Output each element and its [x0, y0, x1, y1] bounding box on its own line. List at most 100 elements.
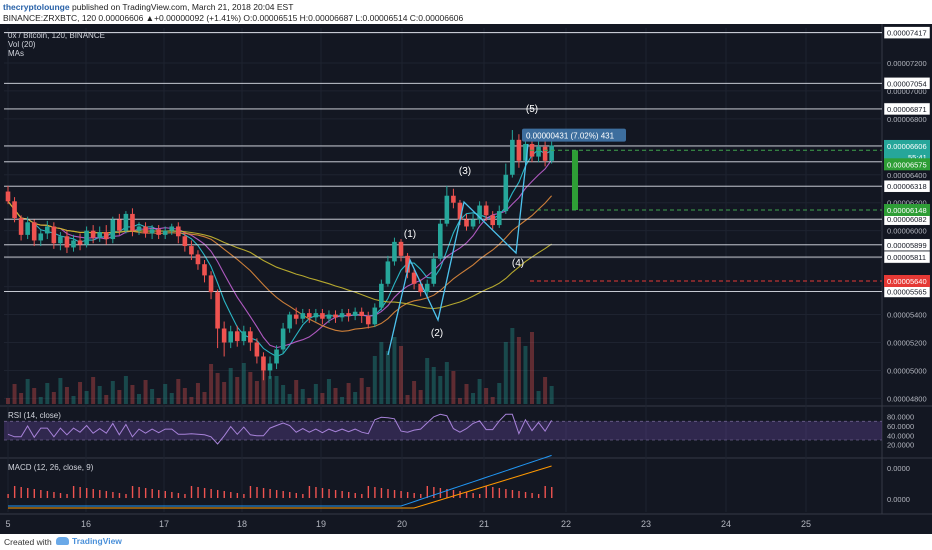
rsi-tick-label: 80.0000 [887, 413, 914, 422]
tradingview-logo[interactable]: TradingView [56, 536, 122, 546]
level-label: 0.00006318 [887, 182, 927, 191]
candle-body [549, 145, 554, 161]
candle-body [103, 232, 109, 240]
x-tick-label: 18 [237, 519, 247, 529]
volume-bar [137, 394, 141, 404]
macd-histogram-bar [151, 489, 153, 498]
candle-body [490, 215, 495, 226]
volume-bar [464, 384, 469, 404]
volume-bar [438, 376, 443, 404]
wave-label: (1) [404, 229, 416, 240]
rsi-panel [4, 408, 882, 456]
macd-histogram-bar [426, 486, 428, 498]
volume-bar [6, 398, 10, 404]
macd-histogram-bar [171, 492, 173, 498]
volume-bar [477, 379, 482, 404]
volume-bar [150, 389, 155, 404]
volume-bar [130, 385, 135, 404]
candle-body [398, 241, 404, 256]
candle-body [38, 233, 44, 241]
price-label-box [884, 203, 930, 216]
macd-histogram-bar [544, 486, 546, 498]
volume-bar [110, 381, 115, 404]
indicator-label: Vol (20) [8, 40, 36, 49]
macd-histogram-bar [374, 487, 376, 498]
volume-bar [169, 393, 174, 404]
macd-histogram-bar [164, 491, 166, 498]
macd-histogram-bar [27, 488, 29, 498]
macd-histogram-bar [40, 490, 42, 498]
candle-body [97, 232, 102, 238]
candle-body [359, 311, 364, 316]
wave-label: (5) [526, 104, 538, 115]
macd-histogram-bar [387, 489, 389, 498]
macd-histogram-bar [289, 492, 291, 498]
price-label-box [884, 274, 930, 287]
candle-body [542, 146, 548, 161]
candle-body [195, 254, 201, 265]
candle-body [12, 201, 17, 219]
candle-body [451, 195, 456, 203]
volume-bar [91, 377, 96, 404]
volume-bar [497, 383, 502, 404]
candle-body [71, 240, 76, 248]
macd-histogram-bar [256, 487, 258, 498]
author-name[interactable]: thecryptolounge [3, 2, 70, 12]
candle-body [516, 139, 522, 161]
candle-body [254, 342, 260, 357]
volume-bar [346, 383, 351, 404]
macd-histogram-bar [334, 490, 337, 498]
volume-bar [418, 390, 423, 404]
volume-bar [405, 395, 410, 404]
macd-histogram-bar [518, 491, 520, 498]
candle-body [352, 311, 358, 316]
candle-body [143, 226, 148, 234]
candle-body [457, 202, 463, 220]
macd-histogram-bar [524, 492, 527, 498]
volume-bar [399, 346, 403, 404]
volume-bar [484, 388, 489, 404]
macd-histogram-bar [190, 486, 193, 498]
candle-body [215, 292, 220, 329]
candle-body [77, 240, 83, 245]
x-tick-label: 21 [479, 519, 489, 529]
volume-bar [64, 387, 69, 404]
y-tick-label: 0.00006000 [887, 227, 927, 236]
volume-bar [254, 381, 259, 404]
candle-body [51, 226, 57, 244]
volume-bar [202, 392, 207, 404]
candle-body [300, 313, 306, 319]
candle-body [280, 328, 286, 350]
volume-bar [195, 383, 200, 404]
candle-body [136, 226, 142, 231]
volume-bar [51, 392, 56, 404]
chart-title: 0x / Bitcoin, 120, BINANCE [8, 31, 105, 40]
volume-bar [19, 393, 24, 404]
volume-bar [431, 367, 436, 404]
volume-bar [274, 376, 279, 404]
volume-bar [163, 384, 168, 404]
volume-bar [300, 389, 305, 404]
chart-area[interactable]: 5 16 17 18 19 20 21 22 23 24 25 0.00007200 0.0000700… [0, 24, 932, 534]
volume-bar [294, 380, 299, 404]
macd-histogram-bar [13, 486, 16, 498]
measure-bar [572, 150, 578, 210]
macd-label: MACD (12, 26, close, 9) [8, 463, 94, 472]
volume-bar [209, 364, 214, 404]
macd-histogram-bar [275, 490, 278, 498]
macd-histogram-bar [361, 494, 363, 498]
volume-bar [228, 368, 233, 404]
candle-body [149, 229, 155, 234]
volume-bar [25, 379, 30, 404]
candle-body [5, 191, 11, 202]
macd-tick-label: 0.0000 [887, 495, 910, 504]
publish-info: published on TradingView.com, March 21, … [71, 2, 294, 12]
macd-histogram-bar [125, 494, 127, 498]
macd-histogram-bar [59, 493, 62, 498]
candle-body [182, 236, 188, 247]
candle-body [274, 349, 279, 364]
candle-body [418, 283, 423, 293]
macd-histogram-bar [321, 488, 324, 498]
candle-body [365, 315, 371, 325]
volume-bar [241, 363, 246, 404]
